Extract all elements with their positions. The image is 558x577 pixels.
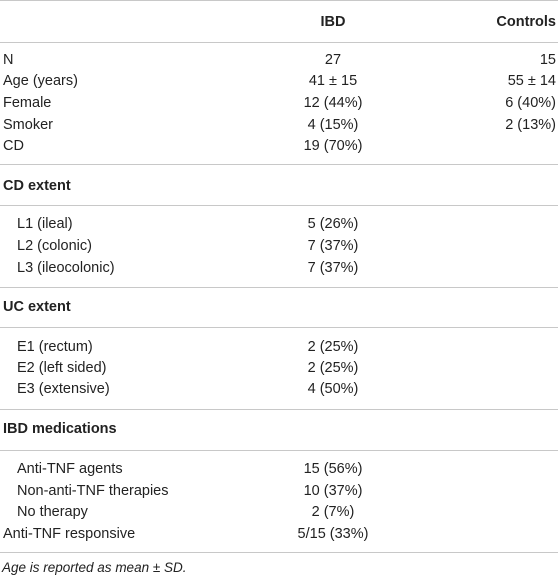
row-label: Smoker	[3, 117, 53, 133]
row-label: E1 (rectum)	[17, 339, 93, 355]
row-label: Anti-TNF responsive	[3, 526, 136, 542]
section-rule	[0, 164, 558, 165]
row-label: E3 (extensive)	[17, 381, 110, 397]
row-label: L1 (ileal)	[17, 216, 73, 232]
row-ibd-value: 12 (44%)	[303, 95, 363, 111]
row-controls-value: 6 (40%)	[505, 95, 556, 111]
row-label: L2 (colonic)	[17, 238, 92, 254]
row-ibd-value: 27	[324, 52, 342, 68]
row-ibd-value: 4 (50%)	[307, 381, 359, 397]
row-ibd-value: 10 (37%)	[303, 483, 363, 499]
table-footnote: Age is reported as mean ± SD.	[2, 560, 187, 575]
section-rule	[0, 287, 558, 288]
row-ibd-value: 5/15 (33%)	[297, 526, 369, 542]
row-ibd-value: 5 (26%)	[307, 216, 359, 232]
section-rule	[0, 409, 558, 410]
row-ibd-value: 41 ± 15	[308, 73, 358, 89]
table-bottom-rule	[0, 552, 558, 553]
header-rule	[0, 42, 558, 43]
row-label: Non-anti-TNF therapies	[17, 483, 169, 499]
table-top-rule	[0, 0, 558, 1]
section-rule	[0, 205, 558, 206]
row-label: No therapy	[17, 504, 88, 520]
section-heading-ibd-medications: IBD medications	[3, 421, 117, 437]
header-ibd: IBD	[320, 14, 346, 30]
row-controls-value: 15	[539, 52, 556, 68]
section-heading-cd-extent: CD extent	[3, 178, 71, 194]
row-label: N	[3, 52, 14, 68]
row-label: CD	[3, 138, 24, 154]
row-ibd-value: 15 (56%)	[303, 461, 363, 477]
row-ibd-value: 2 (7%)	[311, 504, 355, 520]
row-ibd-value: 7 (37%)	[307, 260, 359, 276]
row-ibd-value: 2 (25%)	[307, 360, 359, 376]
section-rule	[0, 327, 558, 328]
row-label: Age (years)	[3, 73, 78, 89]
row-ibd-value: 7 (37%)	[307, 238, 359, 254]
header-controls: Controls	[496, 14, 556, 30]
row-ibd-value: 19 (70%)	[303, 138, 363, 154]
section-heading-uc-extent: UC extent	[3, 299, 71, 315]
section-rule	[0, 450, 558, 451]
row-label: Anti-TNF agents	[17, 461, 123, 477]
row-ibd-value: 4 (15%)	[307, 117, 359, 133]
row-label: L3 (ileocolonic)	[17, 260, 115, 276]
row-controls-value: 2 (13%)	[505, 117, 556, 133]
row-controls-value: 55 ± 14	[507, 73, 556, 89]
row-ibd-value: 2 (25%)	[307, 339, 359, 355]
row-label: Female	[3, 95, 52, 111]
row-label: E2 (left sided)	[17, 360, 107, 376]
